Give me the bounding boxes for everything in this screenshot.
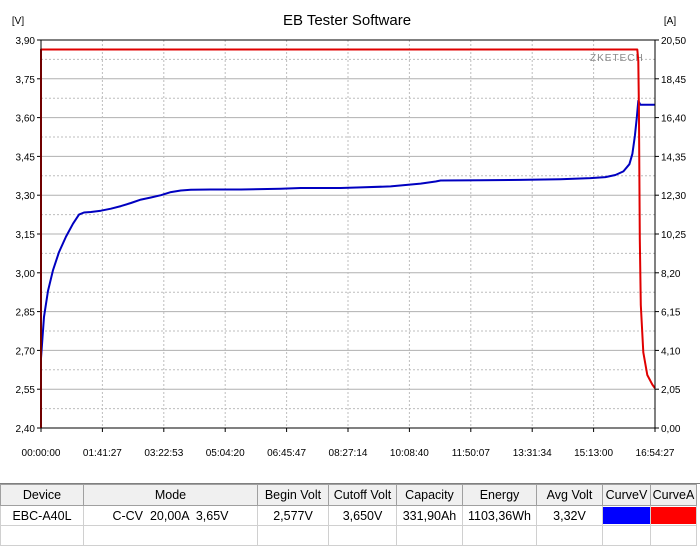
col-cutoff-volt-header[interactable]: Cutoff Volt [328, 484, 397, 506]
left-tick-label: 3,90 [16, 36, 36, 47]
left-tick-label: 2,40 [16, 424, 36, 435]
watermark: ZKETECH [590, 53, 644, 64]
left-tick-label: 3,00 [16, 269, 36, 280]
empty-cell [536, 525, 603, 546]
grid-lines [41, 40, 655, 428]
cell-avg-volt[interactable]: 3,32V [536, 505, 603, 526]
table-row-empty [0, 525, 697, 546]
x-tick-label: 05:04:20 [206, 448, 245, 459]
right-tick-label: 2,05 [661, 385, 681, 396]
x-tick-label: 00:00:00 [22, 448, 61, 459]
table-row[interactable]: EBC-A40L C-CV 20,00A 3,65V 2,577V 3,650V… [0, 505, 697, 526]
empty-cell [328, 525, 397, 546]
left-tick-label: 3,75 [16, 75, 36, 86]
axis-ticks: 3,90 3,75 3,60 3,45 3,30 3,15 3,00 2,85 2,70 2,55… [16, 36, 687, 459]
series-layer [40, 48, 656, 428]
left-tick-label: 3,30 [16, 191, 36, 202]
x-tick-label: 13:31:34 [513, 448, 552, 459]
x-tick-label: 03:22:53 [144, 448, 183, 459]
col-energy-header[interactable]: Energy [462, 484, 537, 506]
right-tick-label: 16,40 [661, 114, 686, 125]
cell-curvev-color[interactable] [602, 505, 651, 526]
col-device-header[interactable]: Device [0, 484, 84, 506]
right-axis-unit: [A] [664, 16, 676, 27]
curvea-color-swatch[interactable] [651, 507, 696, 524]
right-tick-label: 6,15 [661, 308, 681, 319]
right-tick-label: 18,45 [661, 75, 686, 86]
cell-device[interactable]: EBC-A40L [0, 505, 84, 526]
empty-cell [650, 525, 697, 546]
summary-table: Device Mode Begin Volt Cutoff Volt Capac… [0, 484, 697, 546]
x-tick-label: 10:08:40 [390, 448, 429, 459]
empty-cell [83, 525, 258, 546]
left-tick-label: 3,15 [16, 230, 36, 241]
col-begin-volt-header[interactable]: Begin Volt [257, 484, 329, 506]
left-tick-label: 3,45 [16, 152, 36, 163]
table-header-row: Device Mode Begin Volt Cutoff Volt Capac… [0, 484, 697, 506]
left-axis-unit: [V] [12, 16, 24, 27]
cell-energy[interactable]: 1103,36Wh [462, 505, 537, 526]
empty-cell [396, 525, 463, 546]
series-line-curvev [40, 99, 655, 359]
x-tick-label: 06:45:47 [267, 448, 306, 459]
chart-svg: EB Tester Software [V] [A] 3,903,753,603… [12, 12, 687, 459]
cell-begin-volt[interactable]: 2,577V [257, 505, 329, 526]
cell-mode[interactable]: C-CV 20,00A 3,65V [83, 505, 258, 526]
plot-border [40, 39, 656, 429]
left-tick-label: 2,55 [16, 385, 36, 396]
x-tick-label: 16:54:27 [636, 448, 675, 459]
cell-cutoff-volt[interactable]: 3,650V [328, 505, 397, 526]
left-tick-label: 2,70 [16, 346, 36, 357]
empty-cell [602, 525, 651, 546]
chart-area: EB Tester Software [V] [A] 3,90 3,75 3,60 3… [11, 12, 687, 459]
right-tick-label: 12,30 [661, 191, 686, 202]
right-tick-label: 0,00 [661, 424, 681, 435]
right-tick-label: 4,10 [661, 346, 681, 357]
empty-cell [0, 525, 84, 546]
empty-cell [462, 525, 537, 546]
right-tick-label: 20,50 [661, 36, 686, 47]
empty-cell [257, 525, 329, 546]
left-tick-label: 3,60 [16, 114, 36, 125]
col-avg-volt-header[interactable]: Avg Volt [536, 484, 603, 506]
right-tick-label: 10,25 [661, 230, 686, 241]
curvev-color-swatch[interactable] [603, 507, 650, 524]
cell-capacity[interactable]: 331,90Ah [396, 505, 463, 526]
x-tick-label: 15:13:00 [574, 448, 613, 459]
right-tick-label: 8,20 [661, 269, 681, 280]
cell-curvea-color[interactable] [650, 505, 697, 526]
col-capacity-header[interactable]: Capacity [396, 484, 463, 506]
x-tick-label: 11:50:07 [452, 448, 491, 459]
left-tick-label: 2,85 [16, 308, 36, 319]
chart-title: EB Tester Software [283, 12, 411, 29]
col-curvea-header[interactable]: CurveA [650, 484, 697, 506]
col-mode-header[interactable]: Mode [83, 484, 258, 506]
x-tick-label: 01:41:27 [83, 448, 122, 459]
series-line-curvea [40, 48, 656, 428]
col-curvev-header[interactable]: CurveV [602, 484, 651, 506]
x-tick-label: 08:27:14 [329, 448, 368, 459]
right-tick-label: 14,35 [661, 152, 686, 163]
summary-grid: Device Mode Begin Volt Cutoff Volt Capac… [0, 483, 700, 547]
